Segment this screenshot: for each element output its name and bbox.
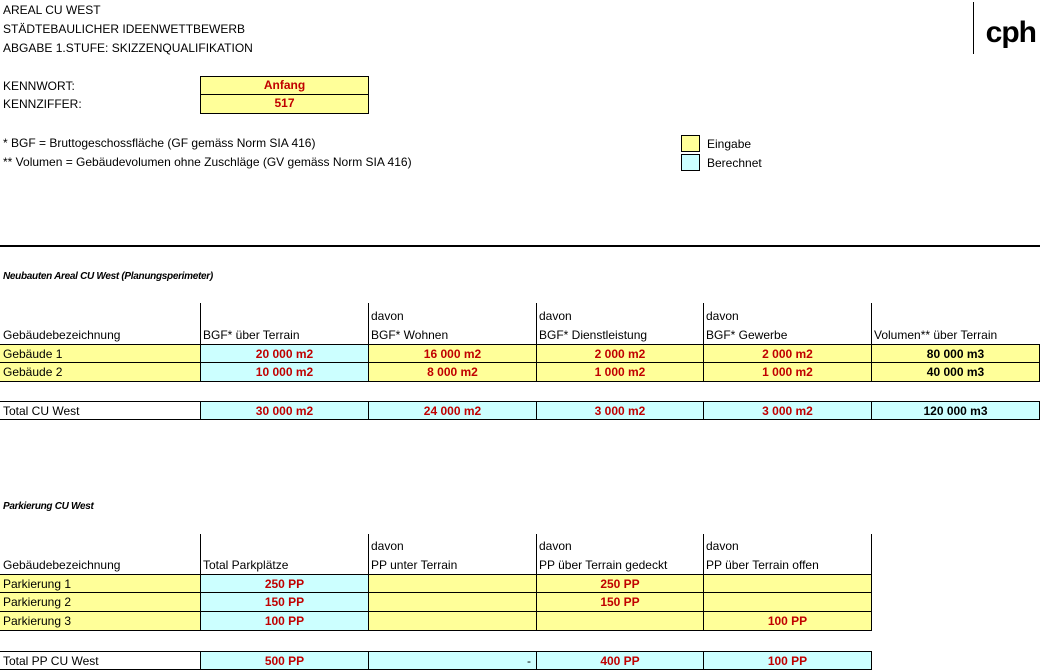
pp-unter[interactable] [368,574,537,593]
parkierung-title: Parkierung CU West [3,501,94,512]
total-pp-unter: - [368,651,537,670]
bgf-value: 10 000 m2 [200,362,369,382]
col-header-top: davon [539,539,572,553]
header-separator [200,303,201,344]
pp-offen[interactable] [703,592,872,612]
pp-total: 250 PP [200,574,369,593]
header-line-3: ABGABE 1.STUFE: SKIZZENQUALIFIKATION [3,41,253,55]
section-divider [0,245,1040,247]
header-line-1: AREAL CU WEST [3,3,101,17]
col-header: Gebäudebezeichnung [3,328,121,342]
total-gewerbe: 3 000 m2 [703,401,872,420]
total-dienst: 3 000 m2 [536,401,704,420]
kennziffer-field[interactable]: 517 [200,94,369,114]
col-header: BGF* Wohnen [371,328,449,342]
row-name: Gebäude 2 [0,363,201,382]
col-header: PP über Terrain offen [706,558,819,572]
total-wohnen: 24 000 m2 [368,401,537,420]
col-header-top: davon [706,539,739,553]
col-header: Volumen** über Terrain [874,328,998,342]
pp-offen[interactable]: 100 PP [703,611,872,631]
legend-eingabe-swatch [681,135,700,152]
note-bgf: * BGF = Bruttogeschossfläche (GF gemäss … [3,136,316,150]
pp-total: 100 PP [200,611,369,631]
pp-gedeckt[interactable]: 150 PP [536,592,704,612]
dienst-value[interactable]: 2 000 m2 [536,344,704,363]
header-separator [703,534,704,574]
total-pp: 500 PP [200,651,369,670]
pp-unter[interactable] [368,592,537,612]
total-name: Total CU West [0,401,201,420]
row-name: Parkierung 2 [0,593,201,612]
col-header: Gebäudebezeichnung [3,558,121,572]
dienst-value[interactable]: 1 000 m2 [536,362,704,382]
pp-unter[interactable] [368,611,537,631]
col-header: PP über Terrain gedeckt [539,558,668,572]
col-header-top: davon [539,309,572,323]
note-volumen: ** Volumen = Gebäudevolumen ohne Zuschlä… [3,155,412,169]
col-header: BGF* über Terrain [203,328,300,342]
volumen-value[interactable]: 80 000 m3 [871,344,1040,363]
header-separator [368,534,369,574]
col-header: PP unter Terrain [371,558,458,572]
header-separator [200,534,201,574]
total-volumen: 120 000 m3 [871,401,1040,420]
gewerbe-value[interactable]: 1 000 m2 [703,362,872,382]
header-separator [536,303,537,344]
wohnen-value[interactable]: 16 000 m2 [368,344,537,363]
neubauten-title: Neubauten Areal CU West (Planungsperimet… [3,271,213,282]
volumen-value[interactable]: 40 000 m3 [871,362,1040,382]
cph-logo: cph [973,2,1038,54]
header-separator [871,303,872,344]
bgf-value: 20 000 m2 [200,344,369,363]
gewerbe-value[interactable]: 2 000 m2 [703,344,872,363]
legend-eingabe-label: Eingabe [707,137,752,151]
col-header-top: davon [706,309,739,323]
header-separator [536,534,537,574]
legend-berechnet-label: Berechnet [707,156,762,170]
col-header: BGF* Dienstleistung [539,328,648,342]
col-header-top: davon [371,539,404,553]
pp-offen[interactable] [703,574,872,593]
legend-berechnet-swatch [681,154,700,171]
row-name: Gebäude 1 [0,344,201,363]
total-bgf: 30 000 m2 [200,401,369,420]
pp-gedeckt[interactable]: 250 PP [536,574,704,593]
col-header-top: davon [371,309,404,323]
pp-total: 150 PP [200,592,369,612]
header-line-2: STÄDTEBAULICHER IDEENWETTBEWERB [3,22,246,36]
col-header: Total Parkplätze [203,558,289,572]
wohnen-value[interactable]: 8 000 m2 [368,362,537,382]
header-separator [368,303,369,344]
row-name: Parkierung 1 [0,574,201,593]
kennwort-field[interactable]: Anfang [200,76,369,95]
kennziffer-label: KENNZIFFER: [3,97,82,111]
total-pp-offen: 100 PP [703,651,872,670]
pp-gedeckt[interactable] [536,611,704,631]
header-separator [871,534,872,574]
row-name: Parkierung 3 [0,612,201,631]
header-separator [703,303,704,344]
total-pp-gedeckt: 400 PP [536,651,704,670]
kennwort-label: KENNWORT: [3,79,75,93]
col-header: BGF* Gewerbe [706,328,788,342]
total-name: Total PP CU West [0,651,201,670]
logo-text: cph [985,16,1037,49]
